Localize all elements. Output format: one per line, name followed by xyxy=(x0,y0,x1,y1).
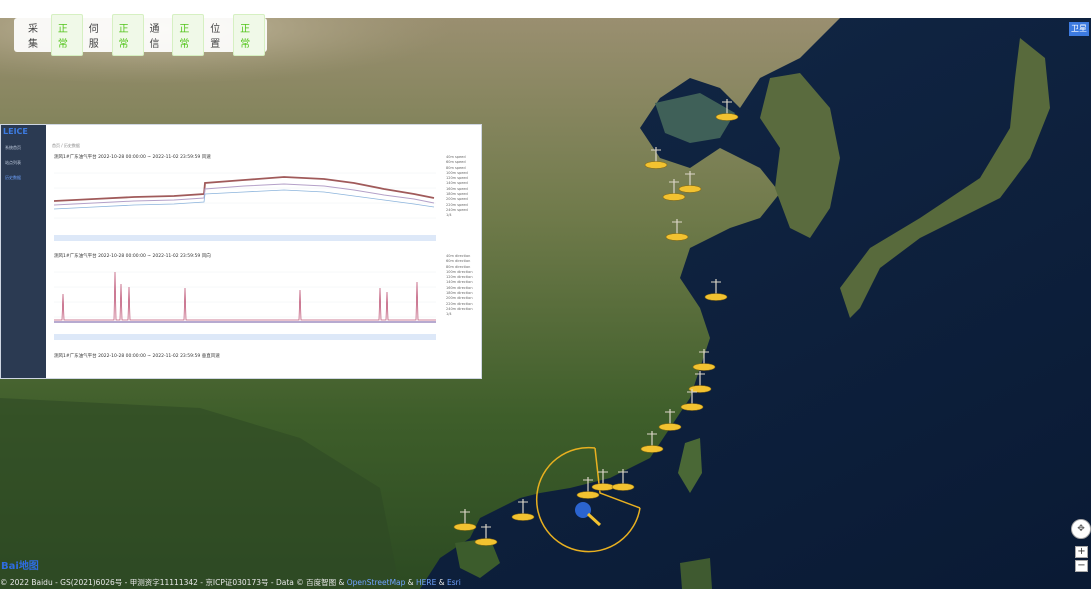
platform-marker-icon[interactable] xyxy=(511,496,535,522)
map-copyright: © 2022 Baidu - GS(2021)6026号 - 甲测资字11111… xyxy=(0,577,461,588)
baidu-logo: Bai地图 xyxy=(1,557,39,572)
status-label: 通信 xyxy=(149,24,160,50)
legend-entry[interactable]: 140m direction xyxy=(446,280,473,285)
baidu-logo-text: Bai xyxy=(1,561,19,572)
platform-marker-icon[interactable] xyxy=(644,144,668,170)
direction-legend[interactable]: 40m direction 60m direction 80m directio… xyxy=(446,254,481,318)
legend-entry[interactable]: 40m direction xyxy=(446,254,471,258)
platform-marker-icon[interactable] xyxy=(692,346,716,372)
legend-entry[interactable]: 160m speed xyxy=(446,186,468,191)
pan-control-icon[interactable]: ✥ xyxy=(1071,519,1091,539)
chart-title-direction: 测风1#广东油气平台 2022-10-28 00:00:00 ~ 2022-11… xyxy=(54,254,211,259)
legend-pager[interactable]: 1/4 xyxy=(446,213,452,218)
platform-marker-icon[interactable] xyxy=(576,474,600,500)
legend-entry[interactable]: 120m speed xyxy=(446,176,468,181)
platform-marker-icon[interactable] xyxy=(680,386,704,412)
osm-link[interactable]: OpenStreetMap xyxy=(346,578,406,587)
chart-title-speed: 测风1#广东油气平台 2022-10-28 00:00:00 ~ 2022-11… xyxy=(54,155,211,160)
legend-entry[interactable]: 180m direction xyxy=(446,291,473,296)
esri-link[interactable]: Esri xyxy=(447,578,461,587)
sidebar-item-history[interactable]: 历史数据 xyxy=(5,175,21,180)
breadcrumb: 首页 / 历史数据 xyxy=(52,143,80,148)
here-link[interactable]: HERE xyxy=(416,578,437,587)
copyright-sep: & xyxy=(436,578,448,587)
platform-marker-icon[interactable] xyxy=(704,276,728,302)
baidu-logo-suffix: 地图 xyxy=(18,561,39,572)
status-badge: 正常 xyxy=(50,14,83,56)
legend-entry[interactable]: 140m speed xyxy=(446,181,468,186)
legend-entry[interactable]: 240m direction xyxy=(446,306,473,311)
status-label: 采集 xyxy=(28,24,38,50)
chart-title-vertical: 测风1#广东油气平台 2022-10-28 00:00:00 ~ 2022-11… xyxy=(54,354,220,359)
zoom-in-button[interactable]: + xyxy=(1075,546,1088,558)
zoom-out-button[interactable]: − xyxy=(1075,560,1088,572)
map-type-button[interactable]: 卫星 xyxy=(1069,22,1089,36)
platform-marker-icon[interactable] xyxy=(453,506,477,532)
wind-speed-chart xyxy=(54,172,436,241)
panel-sidebar: LEICE 系统首页 站点列表 历史数据 xyxy=(1,125,46,378)
device-status-bar: 采集 正常 伺服 正常 通信 正常 位置 正常 xyxy=(14,14,267,56)
platform-marker-icon[interactable] xyxy=(474,521,498,547)
platform-marker-icon[interactable] xyxy=(611,466,635,492)
legend-entry[interactable]: 180m speed xyxy=(446,192,468,197)
legend-entry[interactable]: 200m speed xyxy=(446,197,468,202)
legend-entry[interactable]: 100m direction xyxy=(446,269,473,274)
status-label: 伺服 xyxy=(88,24,99,50)
legend-entry[interactable]: 100m speed xyxy=(446,170,468,175)
platform-marker-icon[interactable] xyxy=(665,216,689,242)
platform-marker-icon[interactable] xyxy=(688,368,712,394)
legend-entry[interactable]: 80m speed xyxy=(446,165,466,170)
legend-entry[interactable]: 160m direction xyxy=(446,285,473,290)
legend-pager[interactable]: 1/4 xyxy=(446,312,452,317)
status-badge: 正常 xyxy=(233,14,265,56)
legend-entry[interactable]: 40m speed xyxy=(446,155,466,159)
legend-entry[interactable]: 60m direction xyxy=(446,259,471,264)
status-servo: 伺服 正常 xyxy=(89,14,144,56)
status-acquisition: 采集 正常 xyxy=(28,14,83,56)
legend-entry[interactable]: 220m direction xyxy=(446,301,473,306)
legend-entry[interactable]: 80m direction xyxy=(446,264,471,269)
legend-entry[interactable]: 240m speed xyxy=(446,207,468,212)
status-position: 位置 正常 xyxy=(210,14,265,56)
legend-entry[interactable]: 120m direction xyxy=(446,275,473,280)
legend-entry[interactable]: 60m speed xyxy=(446,160,466,165)
copyright-sep: & xyxy=(405,578,417,587)
status-badge: 正常 xyxy=(111,14,144,56)
sidebar-item-home[interactable]: 系统首页 xyxy=(5,145,21,150)
speed-legend[interactable]: 40m speed 60m speed 80m speed 100m speed… xyxy=(446,155,481,219)
platform-marker-icon[interactable] xyxy=(662,176,686,202)
history-data-panel: LEICE 系统首页 站点列表 历史数据 首页 / 历史数据 测风1#广东油气平… xyxy=(0,124,482,379)
wind-direction-chart xyxy=(54,271,436,340)
platform-marker-icon[interactable] xyxy=(715,96,739,122)
copyright-text: © 2022 Baidu - GS(2021)6026号 - 甲测资字11111… xyxy=(0,578,347,587)
sidebar-item-sites[interactable]: 站点列表 xyxy=(5,160,21,165)
status-label: 位置 xyxy=(210,24,221,50)
platform-marker-icon[interactable] xyxy=(678,168,702,194)
status-badge: 正常 xyxy=(172,14,205,56)
status-communication: 通信 正常 xyxy=(150,14,205,56)
panel-content: 首页 / 历史数据 测风1#广东油气平台 2022-10-28 00:00:00… xyxy=(46,125,481,378)
legend-entry[interactable]: 200m direction xyxy=(446,296,473,301)
platform-marker-icon[interactable] xyxy=(640,428,664,454)
brand-logo: LEICE xyxy=(3,127,28,136)
platform-marker-icon[interactable] xyxy=(658,406,682,432)
legend-entry[interactable]: 220m speed xyxy=(446,202,468,207)
selection-ring xyxy=(535,446,641,553)
